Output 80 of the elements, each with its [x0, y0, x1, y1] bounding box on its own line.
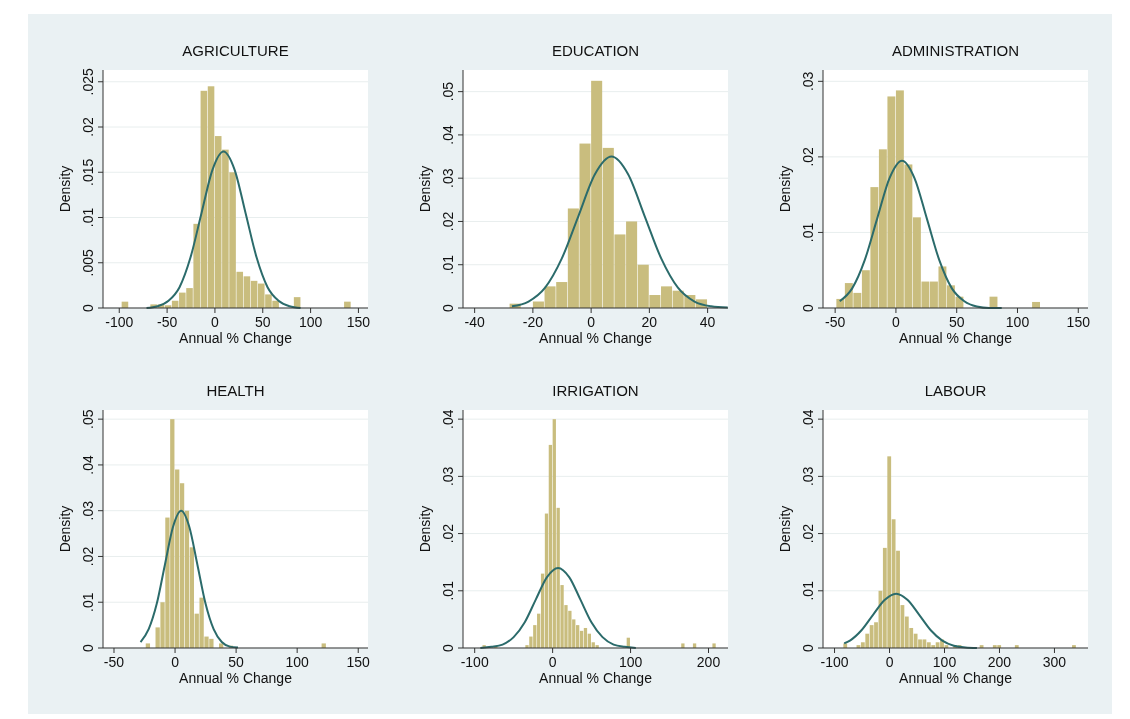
x-axis-title: Annual % Change	[179, 330, 293, 346]
x-tick-label: 200	[696, 654, 721, 670]
x-tick-label: 0	[587, 314, 596, 330]
y-tick-label: 0	[440, 643, 456, 652]
y-tick-label: .03	[440, 466, 456, 487]
x-tick-label: 100	[932, 654, 957, 670]
x-axis-title: Annual % Change	[539, 330, 653, 346]
x-tick-label: -100	[820, 654, 849, 670]
x-tick-label: 100	[1005, 314, 1030, 330]
y-axis-title: Density	[777, 505, 793, 553]
y-axis-title: Density	[57, 505, 73, 553]
x-tick-label: 50	[948, 314, 965, 330]
x-tick-label: -50	[156, 314, 178, 330]
chart-title: HEALTH	[206, 382, 265, 399]
x-tick-label: 0	[885, 654, 894, 670]
y-tick-label: .04	[80, 454, 96, 475]
x-axis-title: Annual % Change	[899, 330, 1013, 346]
x-tick-label: 100	[285, 654, 310, 670]
y-tick-label: 0	[80, 303, 96, 312]
x-tick-label: 50	[228, 654, 245, 670]
y-tick-label: .02	[800, 146, 816, 167]
x-tick-label: -20	[522, 314, 544, 330]
x-tick-label: 150	[346, 654, 371, 670]
chart-title: AGRICULTURE	[182, 42, 289, 59]
y-tick-label: 0	[800, 643, 816, 652]
x-tick-label: 150	[346, 314, 371, 330]
y-tick-label: .02	[440, 211, 456, 232]
x-tick-label: 100	[298, 314, 323, 330]
y-tick-label: .03	[800, 466, 816, 487]
chart-title: IRRIGATION	[552, 382, 639, 399]
x-tick-label: 150	[1066, 314, 1091, 330]
x-tick-label: -100	[460, 654, 489, 670]
y-tick-label: .02	[80, 117, 96, 137]
x-axis-title: Annual % Change	[179, 670, 293, 686]
x-tick-label: -50	[825, 314, 846, 330]
x-tick-label: 300	[1042, 654, 1067, 670]
y-tick-label: .015	[80, 158, 96, 186]
x-tick-label: 200	[987, 654, 1012, 670]
x-tick-label: 40	[699, 314, 716, 330]
y-axis-title: Density	[417, 505, 433, 553]
y-axis-title: Density	[417, 165, 433, 213]
chart-title: EDUCATION	[551, 42, 640, 59]
chart-title: LABOUR	[924, 382, 987, 399]
y-tick-label: .03	[440, 168, 456, 188]
x-tick-label: 0	[892, 314, 901, 330]
x-tick-label: 0	[211, 314, 220, 330]
x-tick-label: -50	[103, 654, 125, 670]
y-tick-label: .02	[440, 523, 456, 544]
y-tick-label: .02	[800, 523, 816, 544]
x-axis-title: Annual % Change	[539, 670, 653, 686]
x-tick-label: 0	[548, 654, 557, 670]
chart-title: ADMINISTRATION	[891, 42, 1020, 59]
y-tick-label: .03	[800, 71, 816, 92]
y-tick-label: .01	[80, 592, 96, 612]
y-axis-title: Density	[57, 165, 73, 213]
y-tick-label: 0	[800, 303, 816, 312]
y-tick-label: .025	[80, 67, 96, 96]
x-tick-label: 20	[641, 314, 658, 330]
y-tick-label: .01	[800, 222, 816, 243]
x-tick-label: 50	[254, 314, 271, 330]
y-tick-label: .01	[80, 207, 96, 228]
x-tick-label: 100	[618, 654, 643, 670]
y-tick-label: 0	[440, 303, 456, 312]
y-tick-label: .04	[440, 409, 456, 429]
y-tick-label: .05	[440, 81, 456, 102]
y-tick-label: 0	[80, 643, 96, 652]
y-tick-label: .05	[80, 409, 96, 429]
y-tick-label: .03	[80, 500, 96, 521]
y-tick-label: .01	[440, 254, 456, 275]
y-tick-label: .04	[440, 124, 456, 145]
y-tick-label: .04	[800, 409, 816, 429]
y-tick-label: .02	[80, 546, 96, 567]
x-tick-label: -40	[464, 314, 485, 330]
x-tick-label: -100	[105, 314, 134, 330]
y-axis-title: Density	[777, 165, 793, 213]
y-tick-label: .01	[440, 580, 456, 601]
x-axis-title: Annual % Change	[899, 670, 1013, 686]
y-tick-label: .005	[80, 248, 96, 277]
y-tick-label: .01	[800, 580, 816, 601]
x-tick-label: 0	[171, 654, 180, 670]
